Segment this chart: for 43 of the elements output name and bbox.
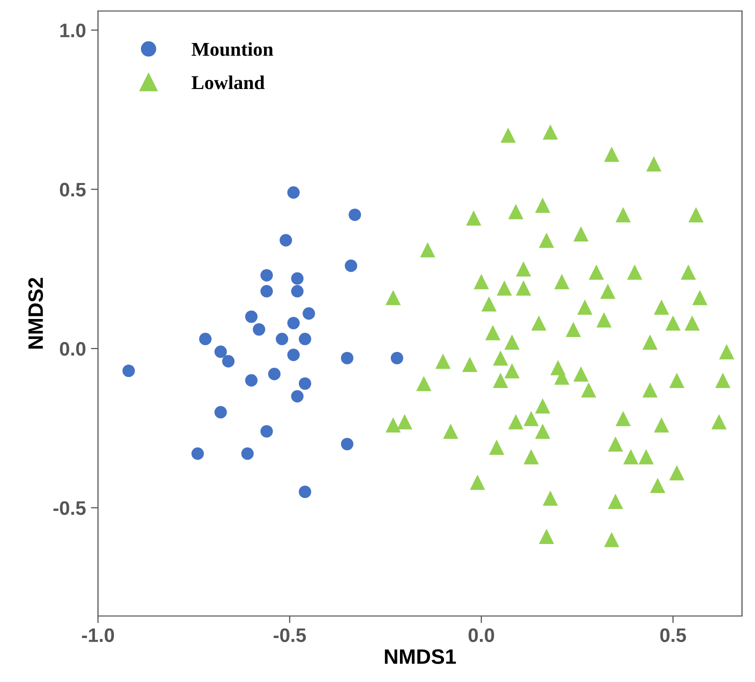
point <box>287 316 300 330</box>
point <box>280 234 292 246</box>
y-tick-label: -0.5 <box>53 501 86 515</box>
x-axis-title: NMDS1 <box>384 649 456 664</box>
point <box>214 346 227 358</box>
point <box>276 332 288 346</box>
y-axis-title: NMDS2 <box>28 278 44 349</box>
point <box>298 486 312 498</box>
point <box>291 390 304 402</box>
point <box>291 285 304 298</box>
legend-label: Mountion <box>192 42 274 56</box>
point <box>287 186 300 199</box>
point <box>390 352 404 364</box>
point <box>245 374 258 387</box>
point <box>298 332 312 346</box>
point <box>348 208 362 221</box>
point <box>199 332 212 346</box>
y-tick-label: 1.0 <box>60 24 86 38</box>
point <box>222 355 235 368</box>
point <box>302 307 316 320</box>
point <box>191 447 204 460</box>
point <box>340 438 354 450</box>
point <box>122 364 135 378</box>
point <box>340 352 354 364</box>
legend-label: Lowland <box>192 76 265 90</box>
x-tick-label: -0.5 <box>274 628 306 642</box>
x-tick-label: 0.0 <box>468 628 494 642</box>
x-tick-label: -1.0 <box>82 628 114 642</box>
point <box>260 269 273 282</box>
y-tick-label: 0.0 <box>60 342 86 356</box>
point <box>287 348 300 362</box>
point <box>245 310 258 323</box>
point <box>241 447 254 460</box>
point <box>344 260 358 272</box>
point <box>260 425 273 438</box>
point <box>214 406 227 418</box>
point <box>268 368 281 380</box>
point <box>291 272 304 285</box>
point <box>260 285 273 298</box>
y-tick-label: 0.5 <box>60 182 86 197</box>
point <box>252 323 266 336</box>
x-tick-label: 0.5 <box>660 628 686 642</box>
point <box>298 377 312 390</box>
